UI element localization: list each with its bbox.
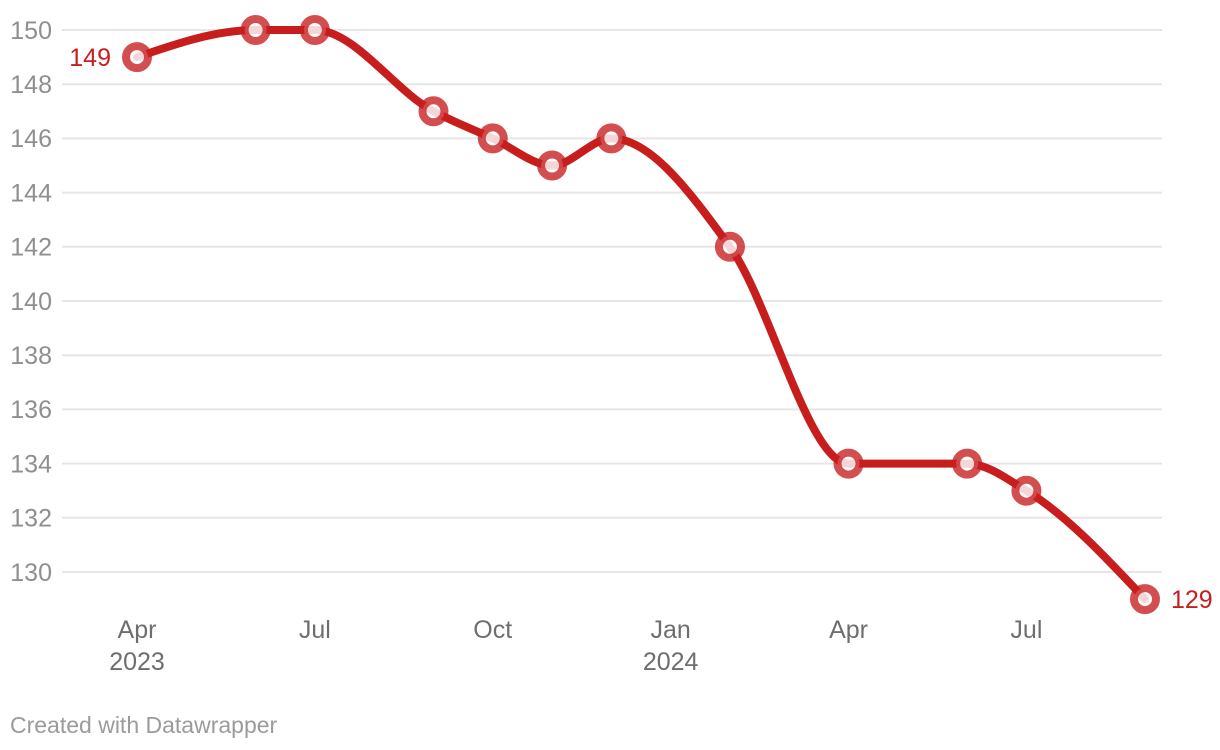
y-tick-label: 146	[10, 125, 52, 153]
data-point-marker	[418, 96, 449, 127]
data-points	[122, 15, 1160, 615]
y-tick-label: 144	[10, 179, 52, 207]
y-tick-label: 132	[10, 505, 52, 533]
y-tick-label: 140	[10, 288, 52, 316]
data-point-marker	[1011, 475, 1042, 506]
data-point-marker	[299, 15, 330, 45]
y-tick-label: 130	[10, 559, 52, 587]
x-tick-label: Jan	[650, 616, 690, 644]
data-point-marker	[477, 123, 508, 154]
data-point-marker	[537, 150, 568, 181]
y-tick-label: 136	[10, 396, 52, 424]
x-tick-label: Apr	[118, 616, 157, 644]
data-point-marker	[714, 231, 745, 262]
gridlines	[62, 29, 1162, 573]
x-tick-sublabel: 2023	[109, 648, 165, 676]
y-tick-label: 138	[10, 342, 52, 370]
x-tick-sublabel: 2024	[643, 648, 699, 676]
x-axis-labels: Apr 2023 Jul Oct Jan 2024 Apr Jul	[109, 616, 1042, 676]
data-point-marker	[122, 42, 152, 73]
y-tick-label: 142	[10, 234, 52, 262]
y-tick-label: 148	[10, 71, 52, 99]
y-tick-label: 134	[10, 450, 52, 478]
first-value-label: 149	[69, 44, 111, 72]
data-point-marker	[952, 448, 983, 479]
x-tick-label: Jul	[1010, 616, 1042, 644]
series-line	[133, 26, 1149, 604]
y-axis-labels: 150 148 146 144 142 140 138 136 134 132 130	[10, 17, 52, 587]
data-point-marker	[833, 448, 864, 479]
last-value-label: 129	[1171, 586, 1213, 614]
data-point-marker	[240, 15, 271, 45]
data-point-marker	[1130, 584, 1160, 615]
data-point-marker	[596, 123, 627, 154]
x-tick-label: Apr	[829, 616, 868, 644]
y-tick-label: 150	[10, 17, 52, 45]
x-tick-label: Oct	[473, 616, 512, 644]
datawrapper-credit: Created with Datawrapper	[10, 712, 278, 738]
x-tick-label: Jul	[299, 616, 331, 644]
